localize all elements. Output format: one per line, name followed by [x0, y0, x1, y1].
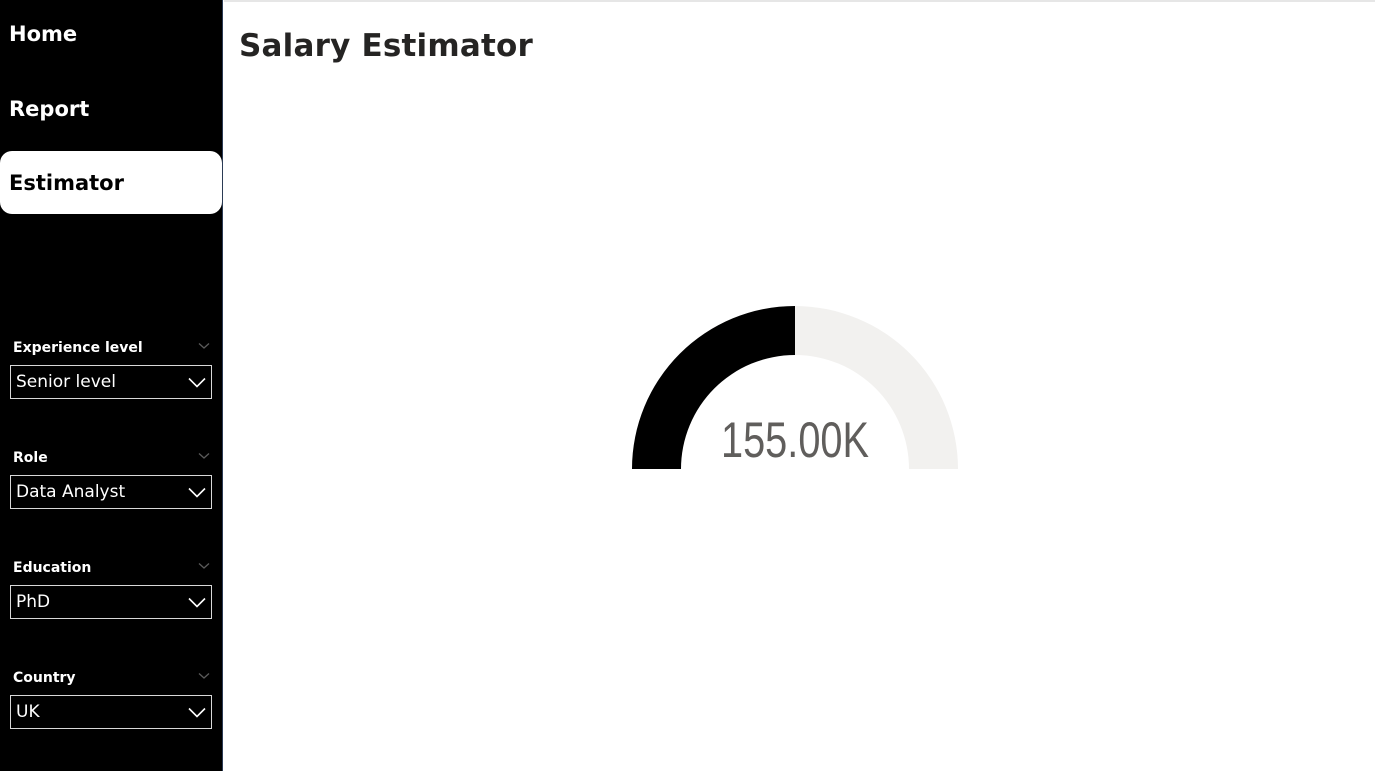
- nav-home[interactable]: Home: [0, 2, 222, 65]
- sidebar: Home Report Estimator Experience level S…: [0, 0, 223, 771]
- slicer-header: Experience level: [10, 338, 212, 360]
- dropdown-selected-value: Data Analyst: [16, 482, 126, 502]
- slicer-title: Role: [13, 450, 48, 466]
- chevron-down-icon: [188, 377, 206, 388]
- dropdown-selected-value: Senior level: [16, 372, 116, 392]
- dropdown-selected-value: PhD: [16, 592, 51, 612]
- country-dropdown[interactable]: UK: [10, 695, 212, 729]
- role-slicer: Role Data Analyst: [10, 448, 212, 509]
- collapse-chevron-icon[interactable]: [198, 452, 210, 460]
- country-slicer: Country UK: [10, 668, 212, 729]
- gauge-fill: [632, 306, 795, 469]
- collapse-chevron-icon[interactable]: [198, 342, 210, 350]
- experience-level-dropdown[interactable]: Senior level: [10, 365, 212, 399]
- gauge-value-label: 155.00K: [721, 412, 869, 468]
- slicer-header: Country: [10, 668, 212, 690]
- role-dropdown[interactable]: Data Analyst: [10, 475, 212, 509]
- top-divider: [224, 0, 1375, 2]
- salary-gauge: 155.00K: [632, 306, 958, 469]
- nav-home-label: Home: [9, 21, 78, 46]
- nav-report-label: Report: [9, 96, 90, 121]
- nav-report[interactable]: Report: [0, 77, 222, 140]
- dropdown-selected-value: UK: [16, 702, 40, 722]
- education-slicer: Education PhD: [10, 558, 212, 619]
- slicer-header: Education: [10, 558, 212, 580]
- slicer-title: Experience level: [13, 340, 143, 356]
- page-title: Salary Estimator: [239, 28, 533, 64]
- slicer-title: Education: [13, 560, 92, 576]
- education-dropdown[interactable]: PhD: [10, 585, 212, 619]
- slicer-header: Role: [10, 448, 212, 470]
- slicer-title: Country: [13, 670, 76, 686]
- chevron-down-icon: [188, 487, 206, 498]
- collapse-chevron-icon[interactable]: [198, 562, 210, 570]
- chevron-down-icon: [188, 597, 206, 608]
- experience-level-slicer: Experience level Senior level: [10, 338, 212, 399]
- chevron-down-icon: [188, 707, 206, 718]
- collapse-chevron-icon[interactable]: [198, 672, 210, 680]
- nav-estimator-label: Estimator: [9, 170, 124, 195]
- nav-estimator[interactable]: Estimator: [0, 151, 222, 214]
